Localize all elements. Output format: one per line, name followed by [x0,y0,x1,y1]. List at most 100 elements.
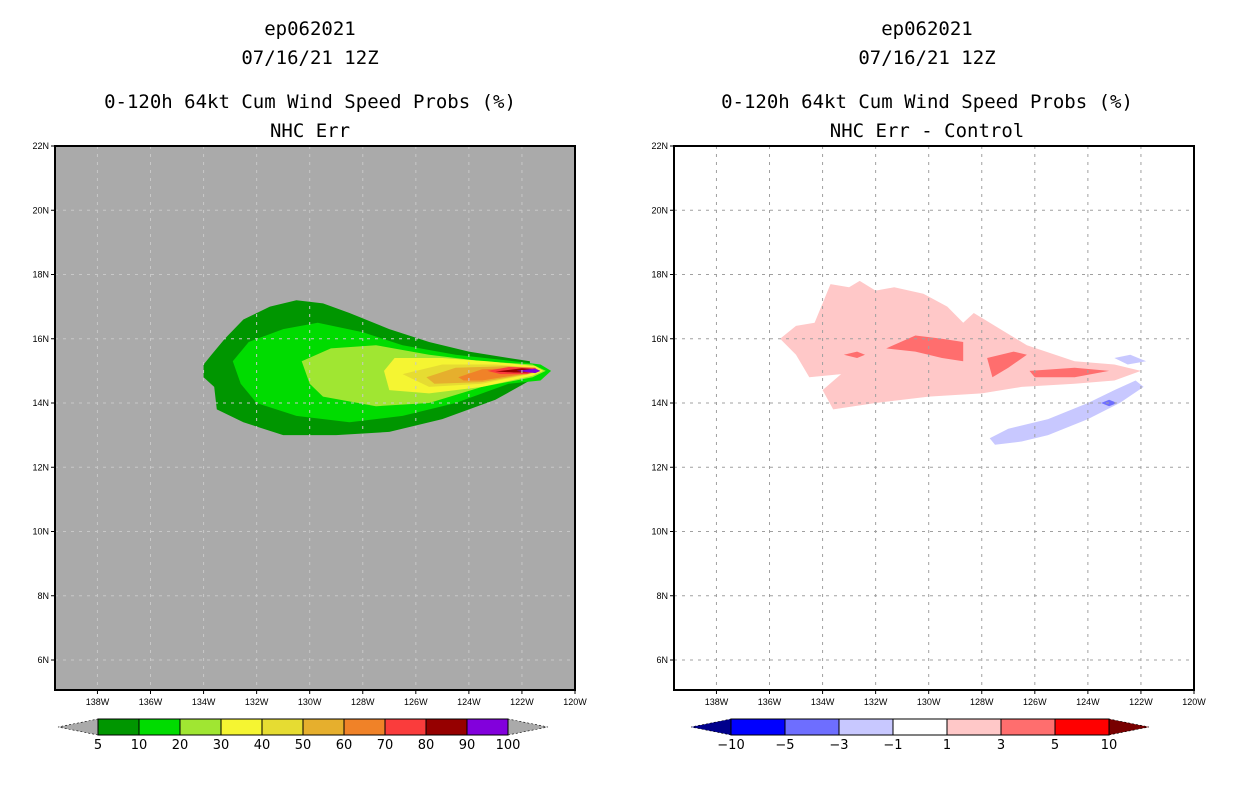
plot-frame [673,145,1195,691]
colorbar-label: 70 [377,738,394,753]
contour-level-3 [843,351,865,358]
y-tick-label: 22N [32,141,49,151]
y-tick-label: 16N [651,334,668,344]
colorbar-left: 5 10 20 30 40 50 60 70 80 90 100 [57,718,549,753]
y-tick-label: 12N [651,462,668,472]
colorbar-label: −5 [775,738,794,753]
x-tick-label: 128W [351,697,375,707]
colorbar-label: 100 [496,738,521,753]
colorbar-label: 90 [459,738,476,753]
contour-level-neg3 [1101,399,1118,407]
colorbar-swatch [1000,718,1056,736]
contour-level-neg1 [1114,354,1147,365]
right-title-product: 0-120h 64kt Cum Wind Speed Probs (%) [721,91,1133,113]
plot-frame [54,145,576,691]
left-title-product: 0-120h 64kt Cum Wind Speed Probs (%) [104,91,516,113]
left-title-storm-id: ep062021 [264,18,356,40]
right-title-subtitle: NHC Err - Control [829,120,1025,142]
panel-right: 138W 136W 134W 132W 130W 128W 126W 124W 122W 120W… [651,141,1206,753]
right-title-datetime: 07/16/21 12Z [858,47,996,69]
x-tick-label: 124W [1076,697,1100,707]
colorbar-label: 40 [254,738,271,753]
y-tick-label: 8N [656,591,668,601]
y-tick-label: 8N [37,591,49,601]
colorbar-label: 80 [418,738,435,753]
y-tick-label: 14N [32,398,49,408]
x-tick-label: 122W [510,697,534,707]
colorbar-swatch [892,718,948,736]
contour-level-3 [987,351,1027,378]
x-tick-label: 126W [404,697,428,707]
panel-left: 138W 136W 134W 132W 130W 128W 126W 124W 122W 120W… [32,141,587,753]
colorbar-swatch [838,718,894,736]
colorbar-label: 20 [172,738,189,753]
colorbar-label: 1 [943,738,951,753]
colorbar-swatch [343,718,386,736]
colorbar-label: 10 [131,738,148,753]
colorbar-under-arrow [690,718,732,736]
x-tick-label: 138W [86,697,110,707]
colorbar-label: 50 [295,738,312,753]
colorbar-label: −3 [829,738,848,753]
x-tick-label: 132W [245,697,269,707]
colorbar-swatch [138,718,181,736]
colorbar-swatch [466,718,509,736]
colorbar-label: −10 [717,738,744,753]
colorbar-swatch [784,718,840,736]
colorbar-swatch [384,718,427,736]
y-tick-label: 22N [651,141,668,151]
y-tick-label: 20N [651,205,668,215]
x-tick-label: 120W [563,697,587,707]
left-title-subtitle: NHC Err [269,120,351,142]
colorbar-label: 5 [1051,738,1059,753]
x-tick-label: 126W [1023,697,1047,707]
y-tick-label: 10N [32,527,49,537]
x-tick-label: 130W [298,697,322,707]
y-tick-label: 18N [32,270,49,280]
colorbar-swatch [946,718,1002,736]
y-tick-label: 18N [651,270,668,280]
right-title-storm-id: ep062021 [881,18,973,40]
contour-level-neg1 [989,380,1144,445]
colorbar-right: −10 −5 −3 −1 1 3 5 10 [690,718,1150,753]
x-tick-label: 132W [864,697,888,707]
colorbar-over-arrow [507,718,549,736]
x-tick-label: 128W [970,697,994,707]
colorbar-label: 10 [1101,738,1118,753]
colorbar-swatch [179,718,222,736]
contour-level-90 [516,368,541,374]
y-tick-label: 6N [656,655,668,665]
y-tick-label: 10N [651,527,668,537]
colorbar-swatch [730,718,786,736]
x-tick-label: 130W [917,697,941,707]
colorbar-label: −1 [883,738,902,753]
x-tick-label: 120W [1182,697,1206,707]
x-tick-label: 138W [705,697,729,707]
colorbar-swatch [261,718,304,736]
x-tick-label: 134W [192,697,216,707]
contour-level-3 [886,335,964,362]
x-tick-label: 122W [1129,697,1153,707]
x-tick-label: 136W [139,697,163,707]
colorbar-label: 5 [94,738,102,753]
colorbar-label: 3 [997,738,1005,753]
colorbar-swatch [220,718,263,736]
colorbar-swatch [97,718,140,736]
x-tick-label: 134W [811,697,835,707]
left-title-datetime: 07/16/21 12Z [241,47,379,69]
y-tick-label: 12N [32,462,49,472]
y-tick-label: 14N [651,398,668,408]
x-tick-label: 124W [457,697,481,707]
y-tick-label: 20N [32,205,49,215]
colorbar-swatch [1054,718,1110,736]
colorbar-swatch [302,718,345,736]
colorbar-under-arrow [57,718,99,736]
y-tick-label: 6N [37,655,49,665]
plot-background [674,146,1194,690]
x-tick-label: 136W [758,697,782,707]
colorbar-swatch [425,718,468,736]
colorbar-label: 30 [213,738,230,753]
contour-level-3 [1029,367,1110,378]
colorbar-label: 60 [336,738,353,753]
